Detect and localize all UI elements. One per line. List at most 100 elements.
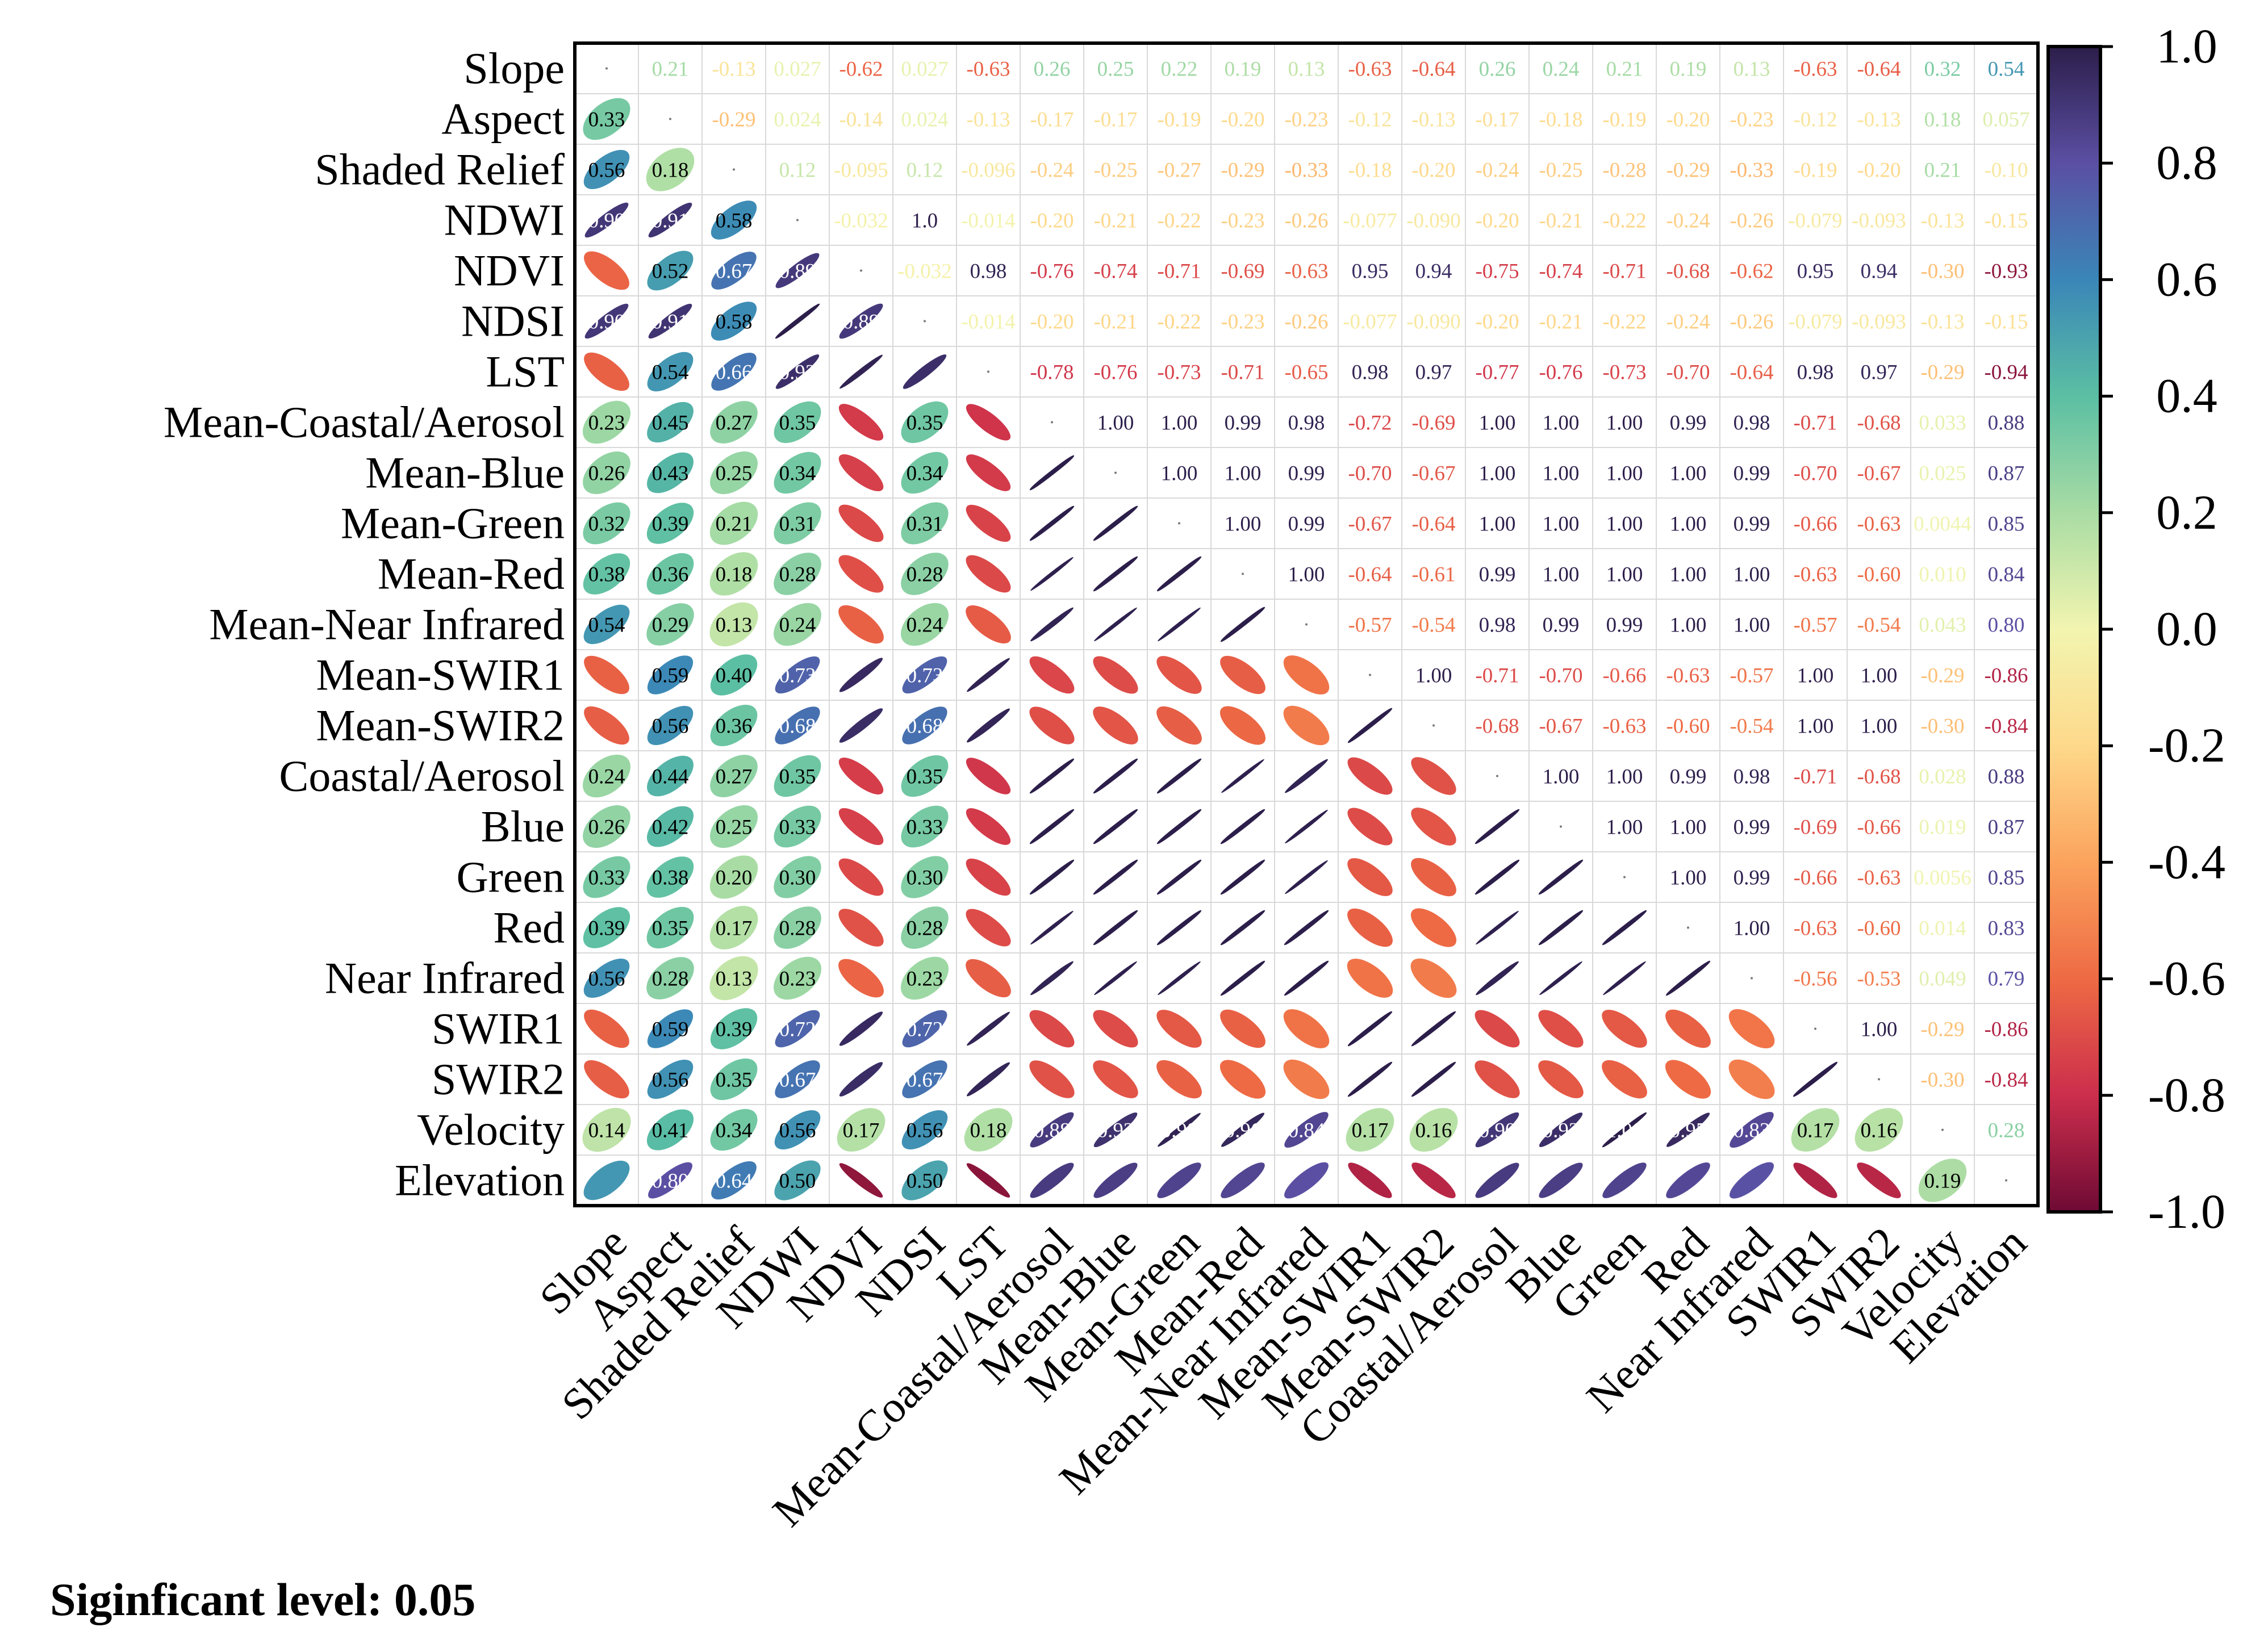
upper-value: 0.010 (1919, 563, 1966, 587)
row-label: Blue (481, 802, 565, 851)
upper-value: -0.86 (1984, 1018, 2028, 1042)
lower-ellipse (902, 1060, 947, 1098)
upper-value: 0.014 (1919, 917, 1966, 940)
upper-value: 0.97 (1415, 361, 1452, 384)
upper-value: 1.00 (1543, 412, 1580, 435)
lower-value: 0.89 (843, 311, 880, 334)
upper-value: 0.057 (1982, 108, 2029, 132)
upper-value: -0.077 (1343, 311, 1397, 334)
upper-value: -0.17 (1093, 108, 1137, 132)
upper-value: -0.24 (1666, 210, 1710, 233)
lower-value: 0.20 (716, 867, 753, 890)
upper-value: -0.64 (1857, 58, 1901, 81)
lower-ellipse (1475, 1060, 1520, 1098)
lower-ellipse (1158, 961, 1201, 996)
upper-value: -0.63 (1793, 563, 1837, 587)
lower-ellipse (1411, 1162, 1456, 1198)
lower-ellipse (584, 655, 629, 695)
upper-value: -0.68 (1475, 715, 1519, 738)
lower-value: 0.56 (588, 968, 625, 991)
lower-value: 0.28 (779, 917, 816, 940)
lower-ellipse (1220, 910, 1265, 946)
lower-ellipse (1411, 1061, 1456, 1097)
lower-ellipse (1093, 656, 1138, 694)
upper-value: -0.68 (1857, 412, 1901, 435)
diagonal-dot (1432, 724, 1435, 727)
lower-ellipse (1602, 1060, 1647, 1099)
upper-value: 0.99 (1734, 462, 1770, 486)
lower-value: 0.38 (652, 867, 689, 890)
upper-value: 0.88 (1988, 766, 2025, 789)
lower-value: 0.93 (1543, 1119, 1580, 1143)
upper-value: -0.71 (1793, 766, 1837, 789)
lower-ellipse (1156, 1060, 1202, 1099)
lower-ellipse (1409, 1108, 1458, 1152)
lower-ellipse (1285, 809, 1328, 844)
lower-ellipse (774, 856, 821, 898)
lower-ellipse (1602, 910, 1647, 946)
lower-value: 0.39 (652, 513, 689, 536)
upper-value: -0.26 (1730, 210, 1773, 233)
lower-ellipse (839, 1163, 883, 1198)
lower-ellipse (775, 706, 820, 745)
upper-value: -0.63 (1857, 513, 1901, 536)
lower-ellipse (838, 808, 884, 846)
lower-value: 0.54 (588, 614, 625, 637)
upper-value: 0.98 (970, 260, 1007, 283)
lower-ellipse (1029, 505, 1075, 541)
lower-value: 0.31 (779, 513, 816, 536)
lower-ellipse (1475, 1112, 1519, 1148)
lower-ellipse (1284, 1162, 1329, 1199)
lower-ellipse (1093, 706, 1138, 745)
upper-value: -0.21 (1539, 210, 1582, 233)
lower-ellipse (1219, 706, 1266, 745)
upper-value: -0.19 (1602, 108, 1646, 132)
lower-ellipse (710, 1109, 758, 1151)
upper-value: 0.049 (1919, 968, 1966, 991)
lower-value: 0.34 (716, 1119, 753, 1143)
diagonal-dot (733, 168, 735, 171)
lower-ellipse (1220, 859, 1265, 895)
lower-value: 0.28 (907, 917, 943, 940)
upper-value: 0.99 (1543, 614, 1580, 637)
lower-value: 0.67 (716, 260, 753, 283)
row-label: SWIR2 (432, 1055, 565, 1104)
upper-value: 0.85 (1988, 513, 2025, 536)
upper-value: -0.095 (834, 159, 888, 182)
lower-ellipse (966, 808, 1011, 845)
lower-ellipse (837, 1108, 886, 1152)
upper-value: -0.20 (1030, 311, 1074, 334)
lower-ellipse (1283, 655, 1330, 695)
lower-ellipse (901, 553, 949, 595)
lower-ellipse (1029, 809, 1075, 844)
diagonal-dot (1687, 926, 1689, 929)
lower-ellipse (966, 959, 1011, 998)
lower-ellipse (710, 451, 758, 495)
upper-value: 0.99 (1670, 766, 1707, 789)
row-label: Mean-Red (378, 549, 565, 599)
upper-value: -0.70 (1348, 462, 1392, 486)
lower-value: 0.17 (1352, 1119, 1389, 1143)
upper-value: 0.97 (1861, 361, 1898, 384)
lower-value: 0.25 (716, 462, 753, 486)
lower-value: 0.14 (588, 1119, 625, 1143)
lower-ellipse (966, 454, 1011, 491)
upper-value: 1.00 (1797, 664, 1834, 688)
lower-ellipse (1855, 1108, 1903, 1152)
upper-value: -0.22 (1602, 210, 1646, 233)
lower-value: 0.29 (652, 614, 689, 637)
upper-value: -0.73 (1157, 361, 1201, 384)
upper-value: -0.30 (1920, 715, 1964, 738)
lower-ellipse (583, 553, 630, 595)
upper-value: 0.99 (1734, 513, 1770, 536)
lower-ellipse (1347, 808, 1393, 846)
lower-ellipse (1156, 556, 1202, 592)
lower-ellipse (710, 654, 758, 696)
upper-value: -0.20 (1411, 159, 1455, 182)
lower-value: 0.96 (1225, 1119, 1262, 1143)
lower-ellipse (647, 1060, 694, 1099)
upper-value: -0.71 (1793, 412, 1837, 435)
upper-value: 1.00 (1479, 412, 1516, 435)
colorbar-bar (2046, 45, 2102, 1214)
